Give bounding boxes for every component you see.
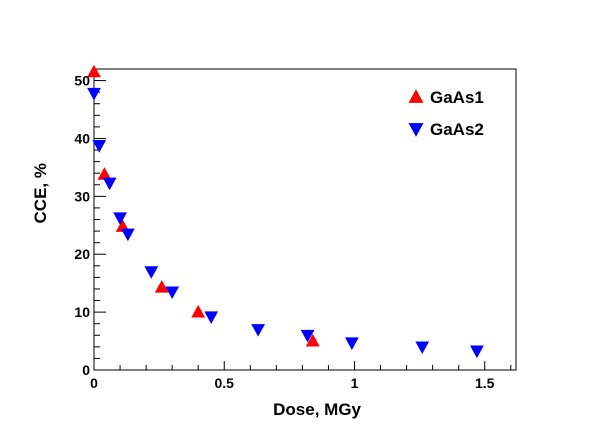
data-point-gaas2 bbox=[344, 337, 359, 350]
legend-label-gaas2: GaAs2 bbox=[430, 120, 484, 139]
x-tick-label: 1.5 bbox=[475, 375, 495, 391]
data-point-gaas2 bbox=[113, 212, 127, 225]
data-point-gaas2 bbox=[251, 324, 266, 337]
legend: GaAs1 GaAs2 bbox=[408, 88, 484, 139]
x-axis-ticks: 0 0.5 1 1.5 bbox=[90, 361, 512, 391]
y-axis-ticks: 0 10 20 30 40 50 bbox=[74, 68, 106, 378]
legend-marker-gaas1 bbox=[408, 89, 424, 103]
data-point-gaas2 bbox=[470, 345, 484, 359]
data-point-gaas2 bbox=[300, 329, 315, 343]
legend-label-gaas1: GaAs1 bbox=[430, 88, 484, 107]
legend-marker-gaas2 bbox=[408, 123, 424, 137]
x-tick-label: 1 bbox=[351, 375, 359, 391]
data-point-gaas2 bbox=[204, 311, 219, 324]
y-tick-label: 30 bbox=[74, 188, 90, 204]
y-axis-title: CCE, % bbox=[31, 163, 50, 223]
data-point-gaas2 bbox=[102, 177, 117, 191]
data-point-gaas2 bbox=[144, 266, 159, 279]
y-tick-label: 20 bbox=[74, 246, 90, 262]
data-point-gaas1 bbox=[97, 167, 112, 180]
data-markers bbox=[87, 64, 484, 359]
data-point-gaas1 bbox=[191, 304, 206, 318]
data-point-gaas2 bbox=[120, 228, 135, 242]
data-point-gaas2 bbox=[87, 87, 101, 101]
y-tick-label: 10 bbox=[74, 304, 90, 320]
data-point-gaas2 bbox=[415, 341, 430, 355]
data-point-gaas1 bbox=[154, 280, 169, 293]
x-tick-label: 0.5 bbox=[215, 375, 235, 391]
plot-frame bbox=[93, 68, 517, 371]
data-point-gaas2 bbox=[165, 286, 180, 300]
data-point-gaas1 bbox=[87, 64, 101, 78]
y-tick-label: 0 bbox=[82, 362, 90, 378]
x-tick-label: 0 bbox=[90, 375, 98, 391]
y-tick-label: 50 bbox=[74, 73, 90, 89]
y-tick-label: 40 bbox=[74, 130, 90, 146]
x-axis-title: Dose, MGy bbox=[273, 400, 361, 419]
data-point-gaas2 bbox=[92, 140, 107, 153]
data-point-gaas1 bbox=[305, 333, 320, 347]
